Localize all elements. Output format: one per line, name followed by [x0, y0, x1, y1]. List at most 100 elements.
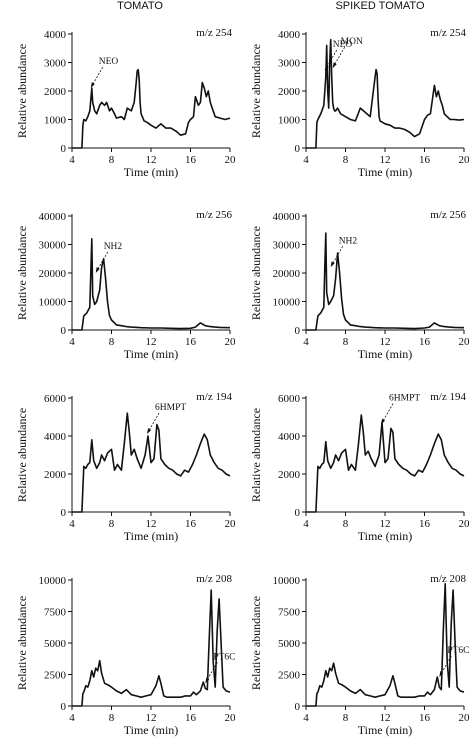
panel-4-annotation-arrowhead-0: [330, 261, 335, 268]
panel-3-ion-label: m/z 256: [196, 209, 232, 221]
column-title-spiked-tomato: SPIKED TOMATO: [335, 0, 424, 12]
panel-2-ytick-label-4: 4000: [278, 29, 301, 41]
panel-3-annotation-label-0: NH2: [104, 242, 123, 252]
panel-3-xtick-label-2: 12: [146, 336, 157, 348]
panel-3-ytick-label-1: 10000: [39, 297, 67, 309]
panel-4-xtick-label-1: 8: [343, 336, 349, 348]
panel-1-annotation-arrowhead-0: [90, 82, 95, 89]
panel-7-xtick-label-4: 20: [225, 712, 237, 724]
panel-3: 0 10000 20000 30000 40000 4 8 12 16 20 Time (min) R…: [15, 209, 236, 361]
panel-2-annotation-label-1: MON: [341, 37, 363, 47]
panel-2-annotation-label-0: NEO: [333, 40, 353, 50]
panel-4-ytick-label-3: 30000: [273, 240, 301, 252]
panel-1-ylabel: Relative abundance: [15, 44, 29, 138]
panel-2-annotation-arrow-0: [325, 49, 338, 70]
panel-5: 0 2000 4000 6000 4 8 12 16 20 Time (min) Relative …: [15, 391, 236, 543]
panel-4-xtick-label-2: 12: [380, 336, 391, 348]
panel-6-xtick-label-3: 16: [419, 518, 431, 530]
panel-3-xlabel: Time (min): [124, 347, 179, 361]
panel-5-ytick-label-2: 4000: [44, 431, 67, 443]
panel-6-xtick-label-2: 12: [380, 518, 391, 530]
panel-2-trace: [306, 38, 465, 149]
panel-5-ytick-label-1: 2000: [44, 469, 67, 481]
panel-6-ytick-label-0: 0: [295, 507, 301, 519]
panel-2-ytick-label-2: 2000: [278, 86, 301, 98]
panel-5-xtick-label-3: 16: [185, 518, 197, 530]
panel-6-ion-label: m/z 194: [430, 391, 466, 403]
panel-4-ytick-label-4: 40000: [273, 211, 301, 223]
panel-4-xlabel: Time (min): [358, 347, 413, 361]
panel-7-ylabel: Relative abundance: [15, 596, 29, 690]
panel-5-xlabel: Time (min): [124, 529, 179, 543]
panel-8-xtick-label-3: 16: [419, 712, 431, 724]
panel-1-ytick-label-0: 0: [61, 143, 67, 155]
panel-1-ytick-label-4: 4000: [44, 29, 67, 41]
panel-2-ytick-label-1: 1000: [278, 115, 301, 127]
panel-6-ytick-label-1: 2000: [278, 469, 301, 481]
panel-7-xlabel: Time (min): [124, 723, 179, 737]
panel-8-ytick-label-1: 2500: [278, 670, 301, 682]
panel-7-ytick-label-2: 5000: [44, 638, 67, 650]
panel-8-xtick-label-2: 12: [380, 712, 391, 724]
panel-4-xtick-label-3: 16: [419, 336, 431, 348]
panel-6-annotation-arrowhead-0: [381, 418, 386, 425]
panel-2-ytick-label-3: 3000: [278, 58, 301, 70]
panel-3-ytick-label-3: 30000: [39, 240, 67, 252]
panel-7-xtick-label-2: 12: [146, 712, 157, 724]
column-title-tomato: TOMATO: [117, 0, 163, 12]
panel-3-annotation-arrow-0: [96, 251, 109, 272]
panel-7-ytick-label-3: 7500: [44, 607, 67, 619]
panel-2-xlabel: Time (min): [358, 165, 413, 179]
panel-6-xtick-label-1: 8: [343, 518, 349, 530]
panel-1-annotation-arrow-0: [91, 66, 104, 87]
panel-4-annotation-arrow-0: [331, 246, 344, 266]
panel-2-xtick-label-2: 12: [380, 154, 391, 166]
panel-8-xtick-label-0: 4: [303, 712, 309, 724]
panel-7-xtick-label-1: 8: [109, 712, 115, 724]
panel-6-ylabel: Relative abundance: [249, 408, 263, 502]
panel-3-trace: [72, 238, 231, 331]
panel-7-ion-label: m/z 208: [196, 573, 232, 585]
panel-5-xtick-label-0: 4: [69, 518, 75, 530]
panel-1-annotation-label-0: NEO: [99, 57, 119, 67]
panel-3-ylabel: Relative abundance: [15, 226, 29, 320]
panel-7-ytick-label-4: 10000: [39, 575, 67, 587]
panel-3-ytick-label-2: 20000: [39, 268, 67, 280]
panel-8-ylabel: Relative abundance: [249, 596, 263, 690]
panel-1-trace: [72, 68, 231, 149]
panel-3-ytick-label-0: 0: [61, 325, 67, 337]
panel-7-annotation-label-0: PT6C: [213, 652, 235, 662]
panel-7-ytick-label-1: 2500: [44, 670, 67, 682]
panel-5-xtick-label-4: 20: [225, 518, 237, 530]
panel-1-xtick-label-0: 4: [69, 154, 75, 166]
panel-3-xtick-label-0: 4: [69, 336, 75, 348]
panel-8-ytick-label-4: 10000: [273, 575, 301, 587]
panel-8-ion-label: m/z 208: [430, 573, 466, 585]
panel-6-xtick-label-4: 20: [459, 518, 471, 530]
panel-5-annotation-arrowhead-0: [147, 428, 152, 435]
panel-5-annotation-arrow-0: [147, 412, 160, 433]
panel-8-ytick-label-2: 5000: [278, 638, 301, 650]
panel-8: 0 2500 5000 7500 10000 4 8 12 16 20 Time (min) Rela…: [249, 573, 470, 737]
panel-5-ytick-label-3: 6000: [44, 393, 67, 405]
panel-1-xtick-label-3: 16: [185, 154, 197, 166]
panel-6-xlabel: Time (min): [358, 529, 413, 543]
panel-5-ion-label: m/z 194: [196, 391, 232, 403]
panel-1-xtick-label-4: 20: [225, 154, 237, 166]
panel-1-xlabel: Time (min): [124, 165, 179, 179]
panel-2-xtick-label-3: 16: [419, 154, 431, 166]
panel-1-xtick-label-1: 8: [109, 154, 115, 166]
panel-6-ytick-label-2: 4000: [278, 431, 301, 443]
panel-7-annotation-arrowhead-0: [205, 677, 210, 684]
panel-2-xtick-label-4: 20: [459, 154, 471, 166]
panel-4-xtick-label-4: 20: [459, 336, 471, 348]
panel-7-trace: [72, 589, 231, 707]
panel-2-annotation-arrowhead-0: [324, 65, 329, 72]
panel-4-ytick-label-0: 0: [295, 325, 301, 337]
panel-8-trace: [306, 583, 465, 707]
panel-8-annotation-label-0: PT6C: [447, 646, 469, 656]
panel-8-annotation-arrowhead-0: [439, 671, 444, 678]
panel-7-ytick-label-0: 0: [61, 701, 67, 713]
panel-2: 0 1000 2000 3000 4000 4 8 12 16 20 Time (min) Relat…: [249, 27, 470, 179]
